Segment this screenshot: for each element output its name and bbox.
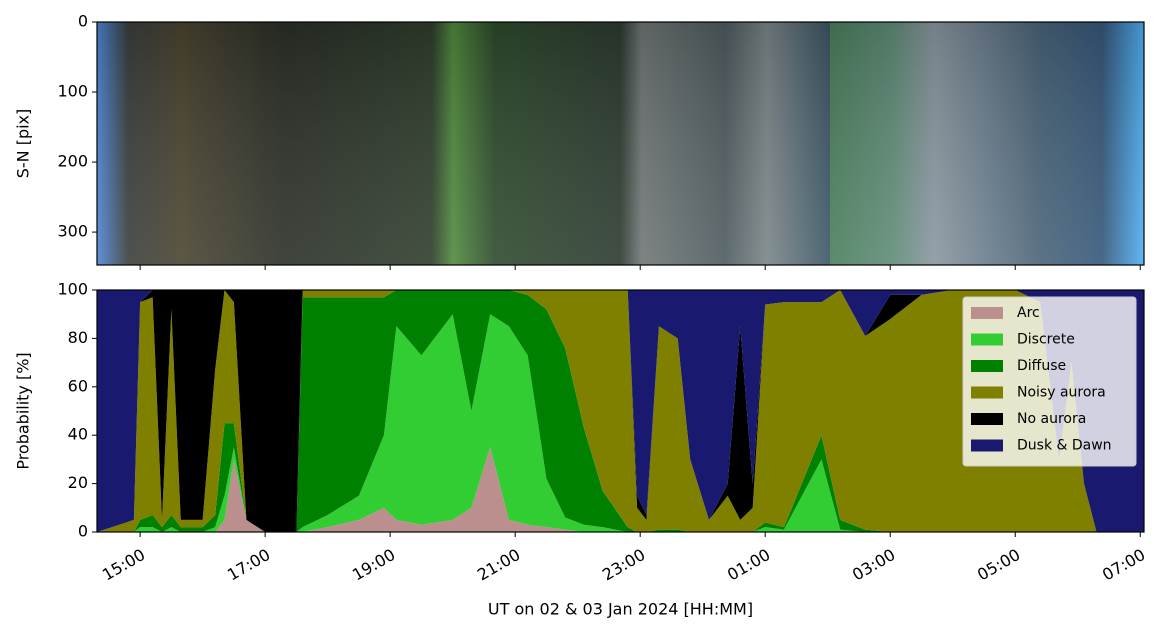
y-tick-label: 200: [57, 152, 88, 171]
legend: Arc Discrete Diffuse Noisy aurora No aurora D…: [962, 296, 1137, 467]
legend-swatch: [971, 307, 1003, 319]
x-tick-label: 19:00: [349, 545, 398, 585]
legend-swatch: [971, 360, 1003, 372]
legend-label: Discrete: [1017, 332, 1075, 348]
x-tick-label: 23:00: [599, 545, 648, 585]
legend-box: [962, 296, 1137, 467]
y-tick-label: 0: [78, 522, 88, 541]
y-tick-label: 40: [68, 425, 88, 444]
axes-frame: [96, 21, 1145, 266]
area-2: [97, 290, 1144, 532]
y-tick-label: 100: [57, 82, 88, 101]
keogram-shade: [97, 22, 1144, 265]
y-tick-label: 100: [57, 280, 88, 299]
legend-swatch: [971, 333, 1003, 346]
y-tick-label: 60: [68, 376, 88, 395]
legend-swatch: [971, 413, 1003, 425]
legend-label: No aurora: [1017, 411, 1086, 427]
x-tick-label: 21:00: [474, 545, 523, 585]
legend-label: Noisy aurora: [1017, 385, 1106, 401]
legend-swatch: [971, 439, 1003, 452]
x-tick-label: 01:00: [724, 545, 773, 585]
x-axis-label: UT on 02 & 03 Jan 2024 [HH:MM]: [488, 600, 753, 619]
y-tick-label: 20: [68, 473, 88, 492]
axes-frame: [96, 289, 1145, 533]
x-tick-label: 05:00: [974, 545, 1023, 585]
legend-label: Dusk & Dawn: [1017, 438, 1112, 454]
legend-swatch: [971, 386, 1003, 399]
y-axis-label: S-N [pix]: [14, 109, 33, 179]
legend-label: Arc: [1017, 305, 1040, 321]
area-3: [97, 290, 1144, 532]
x-tick-label: 17:00: [224, 545, 273, 585]
legend-label: Diffuse: [1017, 358, 1066, 374]
x-tick-label: 15:00: [99, 545, 148, 585]
y-axis-label: Probability [%]: [14, 352, 33, 469]
area-4: [97, 290, 1144, 532]
y-tick-label: 300: [57, 222, 88, 241]
x-tick-label: 03:00: [849, 545, 898, 585]
x-tick-label: 07:00: [1099, 545, 1148, 585]
y-tick-label: 80: [68, 328, 88, 347]
y-tick-label: 0: [78, 12, 88, 31]
